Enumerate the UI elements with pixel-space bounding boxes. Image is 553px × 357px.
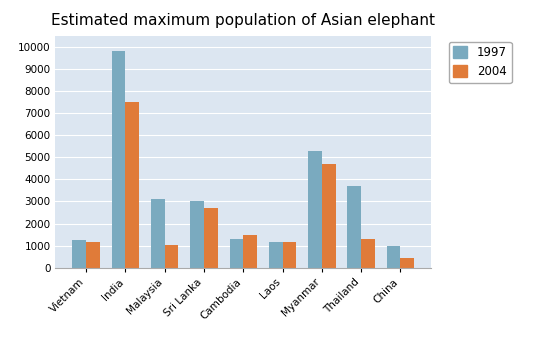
Bar xyxy=(204,208,218,268)
Bar xyxy=(347,186,361,268)
Bar xyxy=(165,245,179,268)
Bar xyxy=(308,151,322,268)
Bar xyxy=(112,51,126,268)
Bar xyxy=(86,242,100,268)
Bar xyxy=(400,258,414,268)
Bar xyxy=(126,102,139,268)
Bar xyxy=(387,246,400,268)
Title: Estimated maximum population of Asian elephant: Estimated maximum population of Asian el… xyxy=(51,12,435,27)
Bar xyxy=(322,164,336,268)
Bar xyxy=(283,242,296,268)
Bar xyxy=(243,235,257,268)
Bar xyxy=(72,240,86,268)
Bar xyxy=(269,242,283,268)
Bar xyxy=(361,239,375,268)
Bar xyxy=(229,239,243,268)
Bar xyxy=(190,201,204,268)
Bar xyxy=(151,199,165,268)
Legend: 1997, 2004: 1997, 2004 xyxy=(448,42,512,83)
